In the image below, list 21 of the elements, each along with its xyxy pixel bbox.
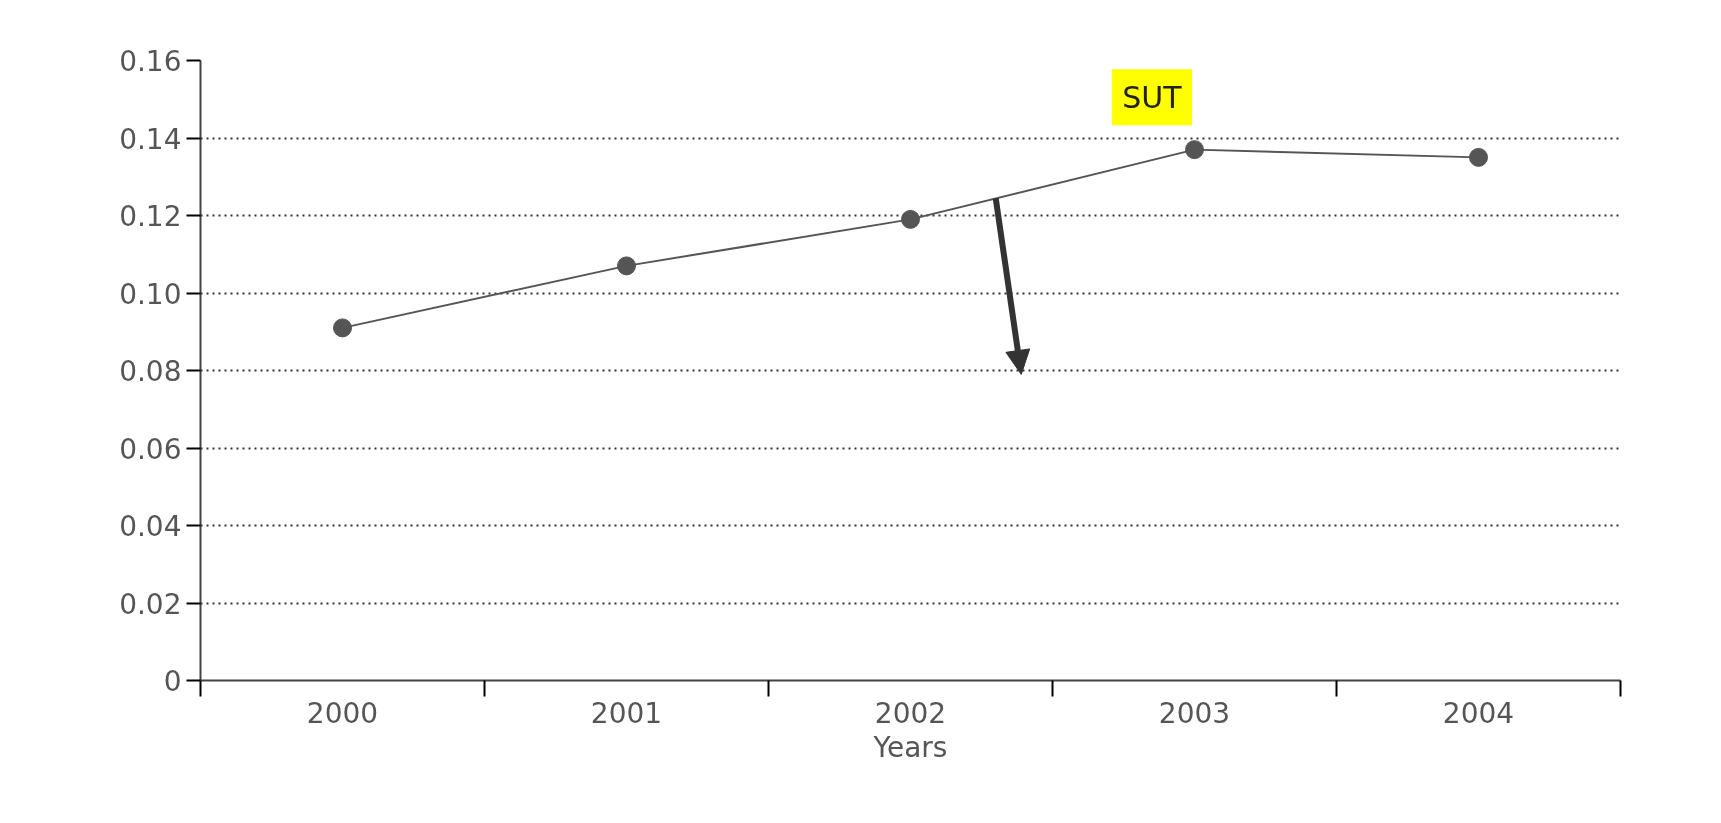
y-tick-label: 0.14 [119, 122, 182, 156]
y-tick-label: 0.04 [119, 510, 182, 543]
point [1185, 140, 1204, 160]
y-tick-label: 0.08 [119, 355, 182, 388]
y-tick-label: 0.10 [119, 277, 182, 311]
x-tick-label: 2001 [590, 696, 663, 730]
point [1469, 147, 1488, 167]
point [333, 318, 352, 338]
point [901, 209, 920, 229]
y-tick-label: 0.16 [119, 45, 182, 78]
x-tick-label: 2000 [306, 696, 379, 730]
y-tick-label: 0.12 [119, 200, 182, 233]
y-tick-label: 0.02 [119, 587, 182, 621]
point [617, 256, 636, 276]
x-tick-label: 2003 [1158, 696, 1231, 730]
y-tick-label: 0 [163, 665, 182, 698]
y-tick-label: 0.06 [119, 432, 182, 466]
annotation: SUT [1122, 79, 1183, 115]
x-tick-label: 2004 [1442, 696, 1515, 730]
x-tick-label: 2002 [874, 696, 947, 730]
x-axis-title: Years [872, 730, 948, 764]
